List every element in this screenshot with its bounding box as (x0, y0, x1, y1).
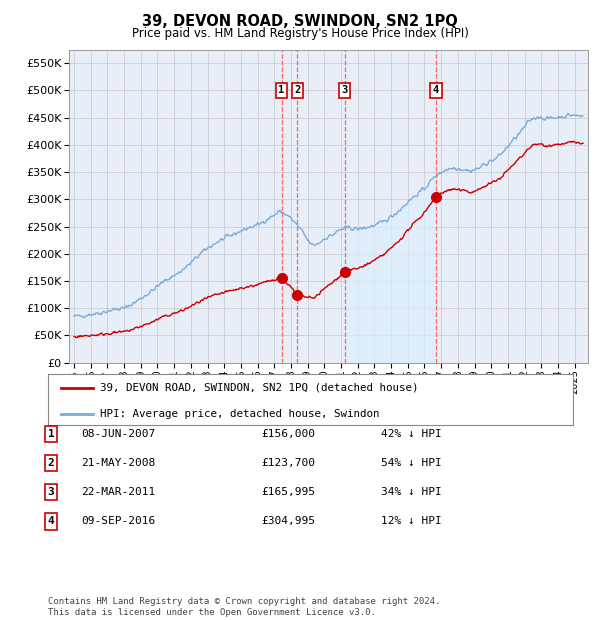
Text: 3: 3 (341, 86, 348, 95)
Text: 09-SEP-2016: 09-SEP-2016 (81, 516, 155, 526)
Text: 42% ↓ HPI: 42% ↓ HPI (381, 429, 442, 439)
Text: 21-MAY-2008: 21-MAY-2008 (81, 458, 155, 468)
Text: 22-MAR-2011: 22-MAR-2011 (81, 487, 155, 497)
Text: 4: 4 (47, 516, 55, 526)
Text: £304,995: £304,995 (261, 516, 315, 526)
Text: Contains HM Land Registry data © Crown copyright and database right 2024.
This d: Contains HM Land Registry data © Crown c… (48, 598, 440, 617)
Text: 12% ↓ HPI: 12% ↓ HPI (381, 516, 442, 526)
Text: Price paid vs. HM Land Registry's House Price Index (HPI): Price paid vs. HM Land Registry's House … (131, 27, 469, 40)
Text: 39, DEVON ROAD, SWINDON, SN2 1PQ: 39, DEVON ROAD, SWINDON, SN2 1PQ (142, 14, 458, 29)
Text: 1: 1 (278, 86, 285, 95)
Text: 4: 4 (433, 86, 439, 95)
Text: 1: 1 (47, 429, 55, 439)
Text: 2: 2 (47, 458, 55, 468)
Text: £123,700: £123,700 (261, 458, 315, 468)
Text: HPI: Average price, detached house, Swindon: HPI: Average price, detached house, Swin… (101, 409, 380, 419)
Text: 34% ↓ HPI: 34% ↓ HPI (381, 487, 442, 497)
Text: £156,000: £156,000 (261, 429, 315, 439)
Text: 3: 3 (47, 487, 55, 497)
Text: £165,995: £165,995 (261, 487, 315, 497)
Text: 39, DEVON ROAD, SWINDON, SN2 1PQ (detached house): 39, DEVON ROAD, SWINDON, SN2 1PQ (detach… (101, 383, 419, 392)
Text: 08-JUN-2007: 08-JUN-2007 (81, 429, 155, 439)
Text: 54% ↓ HPI: 54% ↓ HPI (381, 458, 442, 468)
Text: 2: 2 (295, 86, 301, 95)
